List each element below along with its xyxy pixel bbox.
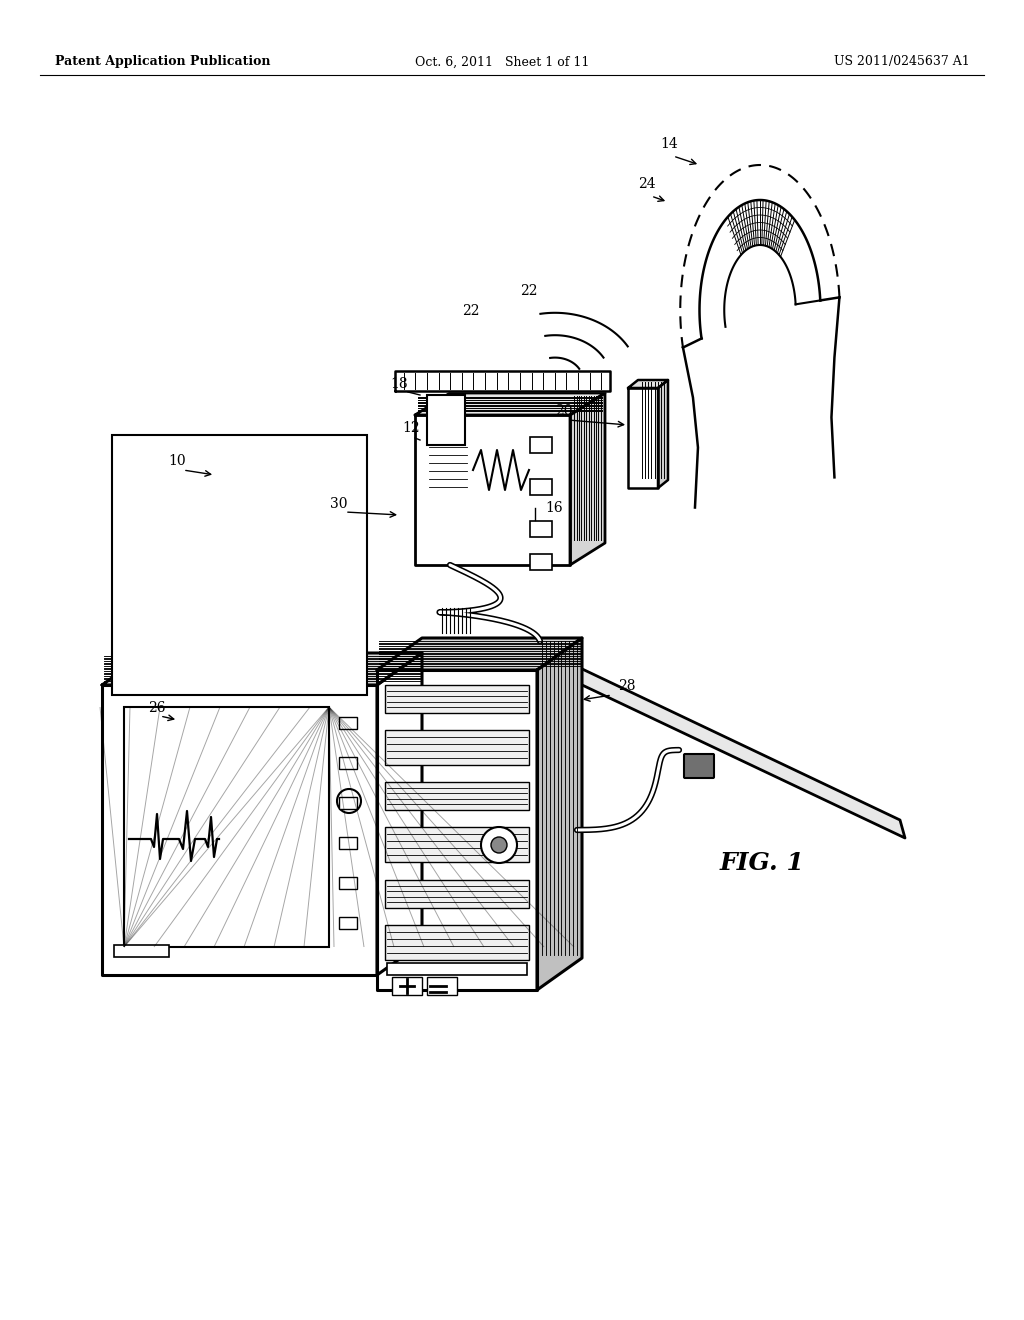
Bar [530, 437, 552, 453]
Text: 28: 28 [618, 678, 636, 693]
Polygon shape [377, 653, 422, 975]
Bar [385, 781, 529, 810]
Text: 16: 16 [545, 502, 562, 515]
Text: 22: 22 [520, 284, 538, 298]
Bar [385, 828, 529, 862]
Polygon shape [102, 653, 422, 685]
Polygon shape [102, 685, 377, 975]
Bar [114, 945, 169, 957]
Polygon shape [377, 638, 582, 671]
Polygon shape [395, 371, 610, 391]
Bar [385, 685, 529, 713]
Bar [339, 876, 357, 888]
Text: US 2011/0245637 A1: US 2011/0245637 A1 [835, 55, 970, 69]
Bar [392, 977, 422, 995]
Bar [385, 880, 529, 908]
Text: 26: 26 [148, 701, 166, 715]
Text: 18: 18 [390, 378, 408, 391]
Bar [112, 436, 367, 696]
Circle shape [490, 837, 507, 853]
Bar [339, 917, 357, 929]
Text: 20: 20 [555, 404, 572, 418]
Text: 30: 30 [330, 498, 347, 511]
Bar [427, 977, 457, 995]
Text: 12: 12 [402, 421, 420, 436]
Polygon shape [658, 380, 668, 488]
Bar [385, 730, 529, 766]
Polygon shape [628, 380, 668, 388]
Bar [124, 708, 329, 946]
Bar [339, 837, 357, 849]
Circle shape [481, 828, 517, 863]
Bar [530, 554, 552, 570]
Circle shape [337, 789, 361, 813]
Bar [530, 521, 552, 537]
Bar [427, 395, 465, 445]
Polygon shape [628, 388, 658, 488]
Bar [339, 717, 357, 729]
Text: 24: 24 [638, 177, 655, 191]
Text: 14: 14 [660, 137, 678, 150]
Bar [387, 964, 527, 975]
Bar [385, 925, 529, 960]
Text: FIG. 1: FIG. 1 [720, 851, 805, 875]
Polygon shape [377, 671, 537, 990]
Text: 10: 10 [168, 454, 185, 469]
Polygon shape [415, 414, 570, 565]
Polygon shape [537, 638, 582, 990]
Polygon shape [538, 648, 905, 838]
Text: 22: 22 [462, 304, 479, 318]
FancyBboxPatch shape [684, 754, 714, 777]
Bar [339, 756, 357, 770]
Polygon shape [415, 393, 605, 414]
Polygon shape [570, 393, 605, 565]
Text: Patent Application Publication: Patent Application Publication [55, 55, 270, 69]
Bar [530, 479, 552, 495]
Text: Oct. 6, 2011   Sheet 1 of 11: Oct. 6, 2011 Sheet 1 of 11 [415, 55, 590, 69]
Bar [339, 797, 357, 809]
